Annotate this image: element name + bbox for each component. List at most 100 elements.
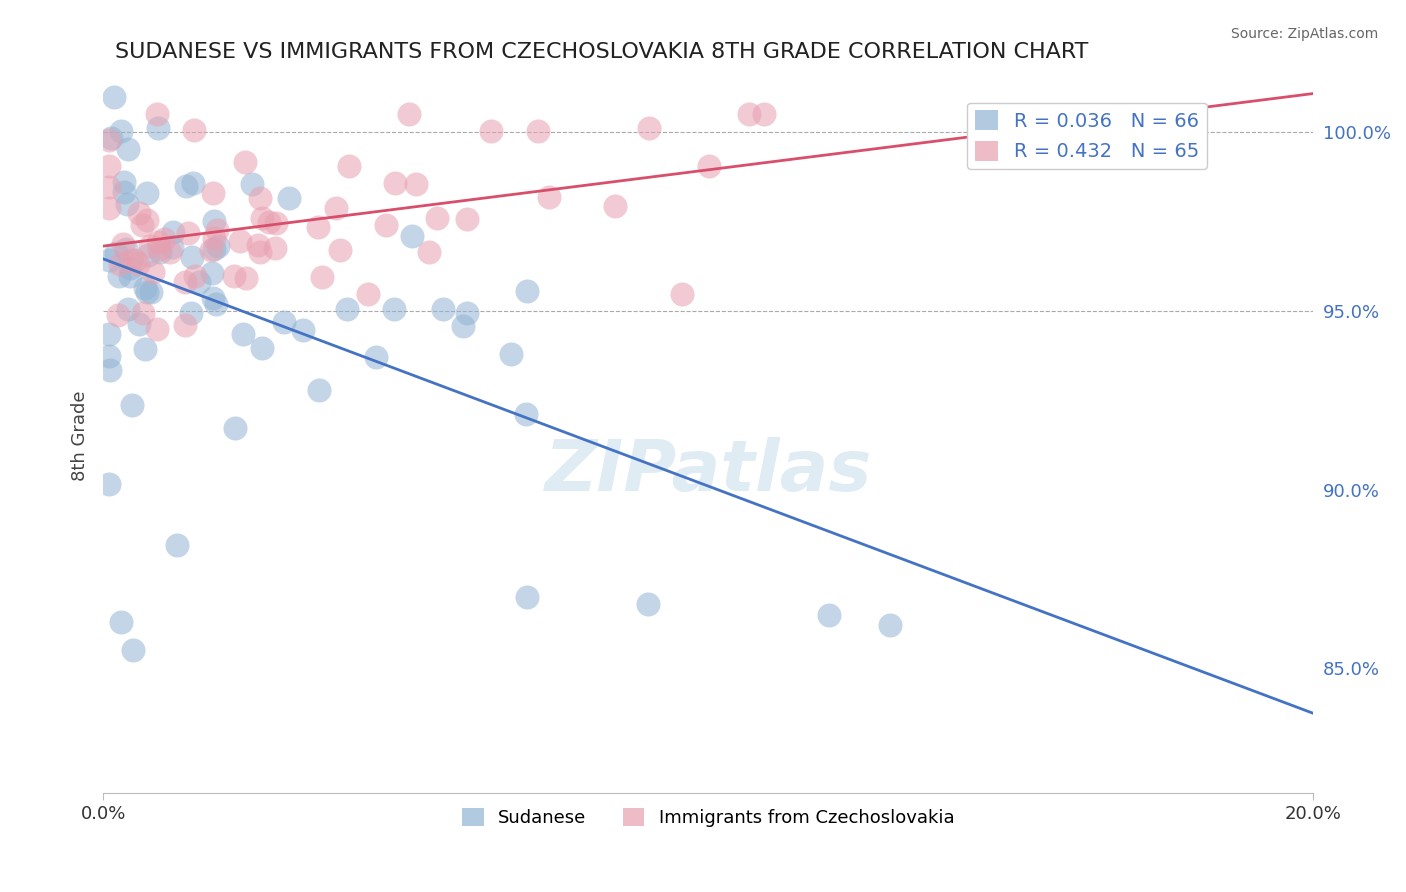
Immigrants from Czechoslovakia xyxy=(139,239,162,253)
Sudanese xyxy=(112,185,135,199)
Immigrants from Czechoslovakia xyxy=(250,211,273,226)
Sudanese xyxy=(252,342,274,356)
Sudanese xyxy=(122,643,145,657)
Immigrants from Czechoslovakia xyxy=(222,268,245,283)
Immigrants from Czechoslovakia xyxy=(128,206,150,220)
Immigrants from Czechoslovakia xyxy=(329,243,352,257)
Immigrants from Czechoslovakia xyxy=(752,107,775,121)
Sudanese xyxy=(278,191,301,205)
Sudanese xyxy=(292,323,315,337)
Sudanese xyxy=(134,342,156,356)
Sudanese xyxy=(160,240,183,254)
Sudanese xyxy=(637,597,659,611)
Sudanese xyxy=(98,349,121,363)
Sudanese xyxy=(181,176,204,190)
Sudanese xyxy=(207,239,229,253)
Immigrants from Czechoslovakia xyxy=(98,159,121,173)
Immigrants from Czechoslovakia xyxy=(146,235,169,250)
Sudanese xyxy=(515,407,537,421)
Sudanese xyxy=(136,186,159,200)
Immigrants from Czechoslovakia xyxy=(146,107,169,121)
Immigrants from Czechoslovakia xyxy=(152,231,174,245)
Immigrants from Czechoslovakia xyxy=(146,322,169,336)
Sudanese xyxy=(401,228,423,243)
Immigrants from Czechoslovakia xyxy=(307,219,329,234)
Sudanese xyxy=(879,618,901,632)
Sudanese xyxy=(108,268,131,283)
Immigrants from Czechoslovakia xyxy=(177,226,200,240)
Immigrants from Czechoslovakia xyxy=(526,124,548,138)
Sudanese xyxy=(516,590,538,604)
Immigrants from Czechoslovakia xyxy=(121,253,143,268)
Immigrants from Czechoslovakia xyxy=(183,123,205,137)
Sudanese xyxy=(98,252,121,267)
Immigrants from Czechoslovakia xyxy=(131,218,153,232)
Sudanese xyxy=(308,383,330,397)
Text: Source: ZipAtlas.com: Source: ZipAtlas.com xyxy=(1230,27,1378,41)
Immigrants from Czechoslovakia xyxy=(202,186,225,200)
Sudanese xyxy=(136,285,159,299)
Sudanese xyxy=(104,245,127,260)
Immigrants from Czechoslovakia xyxy=(738,107,761,121)
Immigrants from Czechoslovakia xyxy=(456,211,478,226)
Sudanese xyxy=(224,421,246,435)
Immigrants from Czechoslovakia xyxy=(132,306,155,320)
Sudanese xyxy=(117,196,139,211)
Text: ZIPatlas: ZIPatlas xyxy=(544,437,872,506)
Immigrants from Czechoslovakia xyxy=(405,178,427,192)
Immigrants from Czechoslovakia xyxy=(205,223,228,237)
Immigrants from Czechoslovakia xyxy=(235,270,257,285)
Immigrants from Czechoslovakia xyxy=(111,237,134,252)
Immigrants from Czechoslovakia xyxy=(264,216,287,230)
Sudanese xyxy=(382,302,405,317)
Immigrants from Czechoslovakia xyxy=(159,244,181,259)
Sudanese xyxy=(120,269,142,284)
Sudanese xyxy=(187,275,209,289)
Immigrants from Czechoslovakia xyxy=(200,244,222,258)
Immigrants from Czechoslovakia xyxy=(697,159,720,173)
Sudanese xyxy=(818,607,841,622)
Sudanese xyxy=(166,539,188,553)
Sudanese xyxy=(181,250,204,264)
Sudanese xyxy=(499,347,522,361)
Y-axis label: 8th Grade: 8th Grade xyxy=(72,391,89,481)
Sudanese xyxy=(202,214,225,228)
Immigrants from Czechoslovakia xyxy=(426,211,449,225)
Immigrants from Czechoslovakia xyxy=(135,213,157,227)
Immigrants from Czechoslovakia xyxy=(384,176,406,190)
Sudanese xyxy=(128,317,150,331)
Text: SUDANESE VS IMMIGRANTS FROM CZECHOSLOVAKIA 8TH GRADE CORRELATION CHART: SUDANESE VS IMMIGRANTS FROM CZECHOSLOVAK… xyxy=(115,42,1088,62)
Sudanese xyxy=(114,243,136,257)
Immigrants from Czechoslovakia xyxy=(249,245,271,260)
Immigrants from Czechoslovakia xyxy=(202,230,225,244)
Sudanese xyxy=(139,285,162,299)
Immigrants from Czechoslovakia xyxy=(233,154,256,169)
Immigrants from Czechoslovakia xyxy=(325,202,347,216)
Immigrants from Czechoslovakia xyxy=(124,252,146,267)
Sudanese xyxy=(98,477,121,491)
Sudanese xyxy=(364,351,387,365)
Sudanese xyxy=(138,248,160,262)
Immigrants from Czechoslovakia xyxy=(246,238,269,252)
Immigrants from Czechoslovakia xyxy=(249,191,271,205)
Immigrants from Czechoslovakia xyxy=(228,235,250,249)
Sudanese xyxy=(148,120,170,135)
Sudanese xyxy=(98,326,121,341)
Immigrants from Czechoslovakia xyxy=(398,107,420,121)
Sudanese xyxy=(179,306,201,320)
Immigrants from Czechoslovakia xyxy=(148,242,170,256)
Legend: Sudanese, Immigrants from Czechoslovakia: Sudanese, Immigrants from Czechoslovakia xyxy=(456,800,962,834)
Immigrants from Czechoslovakia xyxy=(107,308,129,322)
Immigrants from Czechoslovakia xyxy=(671,286,693,301)
Immigrants from Czechoslovakia xyxy=(1181,125,1204,139)
Immigrants from Czechoslovakia xyxy=(98,180,121,194)
Sudanese xyxy=(205,297,228,311)
Sudanese xyxy=(110,124,132,138)
Sudanese xyxy=(240,177,263,191)
Sudanese xyxy=(110,615,132,629)
Immigrants from Czechoslovakia xyxy=(637,121,659,136)
Sudanese xyxy=(174,179,197,194)
Sudanese xyxy=(162,225,184,239)
Sudanese xyxy=(149,244,172,259)
Sudanese xyxy=(273,315,295,329)
